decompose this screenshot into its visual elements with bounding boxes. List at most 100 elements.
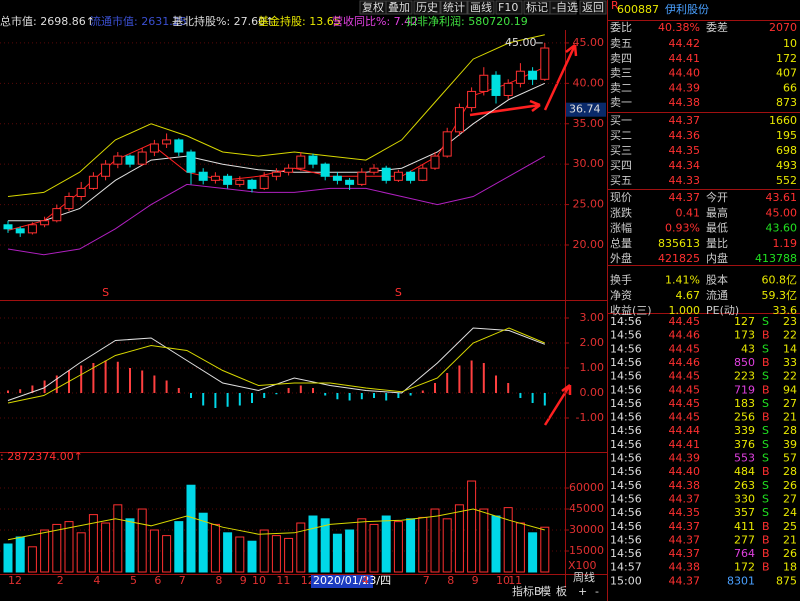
- tick-direction: S: [762, 506, 769, 519]
- panel-cell: 40.38%: [658, 21, 700, 34]
- panel-cell: 172: [776, 52, 797, 65]
- panel-cell: 45.00: [766, 206, 798, 219]
- panel-cell: 委比: [610, 21, 632, 34]
- panel-cell: 1660: [769, 114, 797, 127]
- tick-direction: B: [762, 561, 770, 574]
- toolbar-label[interactable]: 画线: [470, 0, 492, 14]
- panel-cell: 最高: [706, 205, 728, 219]
- tick-direction: S: [762, 479, 769, 492]
- tick-count: 94: [783, 383, 797, 396]
- toolbar-button[interactable]: [413, 0, 441, 15]
- tick-price: 44.37: [669, 574, 701, 587]
- volume-bar: [540, 526, 550, 573]
- tick-price: 44.37: [669, 547, 701, 560]
- candle-body: [223, 175, 233, 185]
- panel-cell: 44.36: [669, 129, 701, 142]
- toolbar-label[interactable]: 返回: [582, 1, 604, 14]
- tick-count: 33: [783, 356, 797, 369]
- tick-direction: S: [762, 424, 769, 437]
- panel-cell: 43.60: [766, 222, 798, 235]
- candle-body: [149, 143, 159, 153]
- tick-time: 14:56: [610, 547, 642, 560]
- cursor-price-label: 36.74: [569, 103, 601, 116]
- y-tick-label: 30.00: [573, 157, 605, 170]
- x-tick-label: 6: [154, 574, 161, 587]
- toolbar-label[interactable]: 历史: [416, 1, 438, 14]
- candle-body: [64, 195, 74, 210]
- volume-bar: [503, 507, 513, 573]
- volume-bar: [271, 535, 281, 573]
- tick-count: 875: [776, 574, 797, 587]
- panel-cell: 44.41: [669, 52, 701, 65]
- bottom-button[interactable]: 模: [540, 585, 551, 598]
- bottom-button[interactable]: 周线: [573, 570, 595, 584]
- volume-bar: [418, 516, 428, 573]
- bottom-button[interactable]: -: [595, 585, 599, 598]
- tick-volume: 484: [734, 465, 755, 478]
- tick-price: 44.37: [669, 492, 701, 505]
- toolbar-label[interactable]: 叠加: [388, 1, 410, 14]
- volume-bar: [210, 523, 220, 573]
- tick-time: 14:56: [610, 411, 642, 424]
- toolbar-button[interactable]: [385, 0, 413, 15]
- tick-volume: 127: [734, 315, 755, 328]
- volume-bar: [284, 537, 294, 573]
- toolbar-label[interactable]: 复权: [362, 0, 384, 14]
- toolbar-label[interactable]: 统计: [443, 1, 465, 14]
- bottom-button[interactable]: +: [578, 585, 587, 598]
- header-field: 营收同比%: 7.42: [332, 14, 418, 28]
- candle-body: [52, 208, 62, 222]
- x-tick-label: 5: [130, 574, 137, 587]
- toolbar-button[interactable]: [579, 0, 607, 15]
- panel-cell: 698: [776, 144, 797, 157]
- toolbar-button[interactable]: [440, 0, 468, 15]
- tick-direction: S: [762, 370, 769, 383]
- tick-time: 14:57: [610, 561, 642, 574]
- tick-count: 24: [783, 506, 797, 519]
- y-tick-label: 0.00: [580, 386, 605, 399]
- panel-cell: 卖四: [610, 52, 632, 65]
- candle-body: [125, 155, 135, 165]
- panel-cell: 1.41%: [665, 274, 700, 287]
- tick-direction: B: [762, 356, 770, 369]
- volume-title: : 2872374.00↑: [0, 450, 83, 463]
- y-tick-label: 40.00: [573, 76, 605, 89]
- panel-cell: 195: [776, 129, 797, 142]
- panel-cell: 43.61: [766, 191, 798, 204]
- tick-time: 14:56: [610, 492, 642, 505]
- tick-price: 44.41: [669, 438, 701, 451]
- tick-time: 14:56: [610, 329, 642, 342]
- y-tick-label: 2.00: [580, 336, 605, 349]
- bottom-button[interactable]: 板: [556, 584, 567, 598]
- volume-bar: [393, 521, 403, 573]
- toolbar-button[interactable]: [549, 0, 577, 15]
- unit-label: X100: [568, 559, 597, 572]
- toolbar-button[interactable]: [495, 0, 523, 15]
- tick-count: 57: [783, 452, 797, 465]
- panel-cell: 今开: [706, 190, 728, 204]
- header-field: 扣非净利润: 580720.19: [406, 14, 528, 28]
- panel-cell: 卖二: [610, 81, 632, 94]
- panel-cell: 10: [783, 37, 797, 50]
- tick-count: 25: [783, 520, 797, 533]
- panel-cell: 0.41: [676, 206, 701, 219]
- toolbar-button[interactable]: [467, 0, 495, 15]
- toolbar-label[interactable]: -自选: [552, 1, 578, 14]
- tick-direction: B: [762, 520, 770, 533]
- panel-cell: 413788: [755, 252, 797, 265]
- panel-cell: 2070: [769, 21, 797, 34]
- toolbar-label[interactable]: F10: [498, 1, 518, 14]
- panel-cell: 33.6: [773, 304, 798, 317]
- panel-cell: 量比: [706, 237, 728, 250]
- bottom-button[interactable]: 指标B: [512, 584, 542, 598]
- tick-volume: 173: [734, 329, 755, 342]
- header-field: 流通市值: 2631.25: [90, 14, 187, 28]
- y-tick-label: 45.00: [573, 36, 605, 49]
- tick-price: 44.46: [669, 356, 701, 369]
- tick-time: 14:56: [610, 370, 642, 383]
- panel-cell: 0.93%: [665, 222, 700, 235]
- volume-bar: [442, 518, 452, 573]
- tick-direction: S: [762, 492, 769, 505]
- candle-body: [296, 155, 306, 169]
- toolbar-label[interactable]: 标记: [526, 0, 548, 14]
